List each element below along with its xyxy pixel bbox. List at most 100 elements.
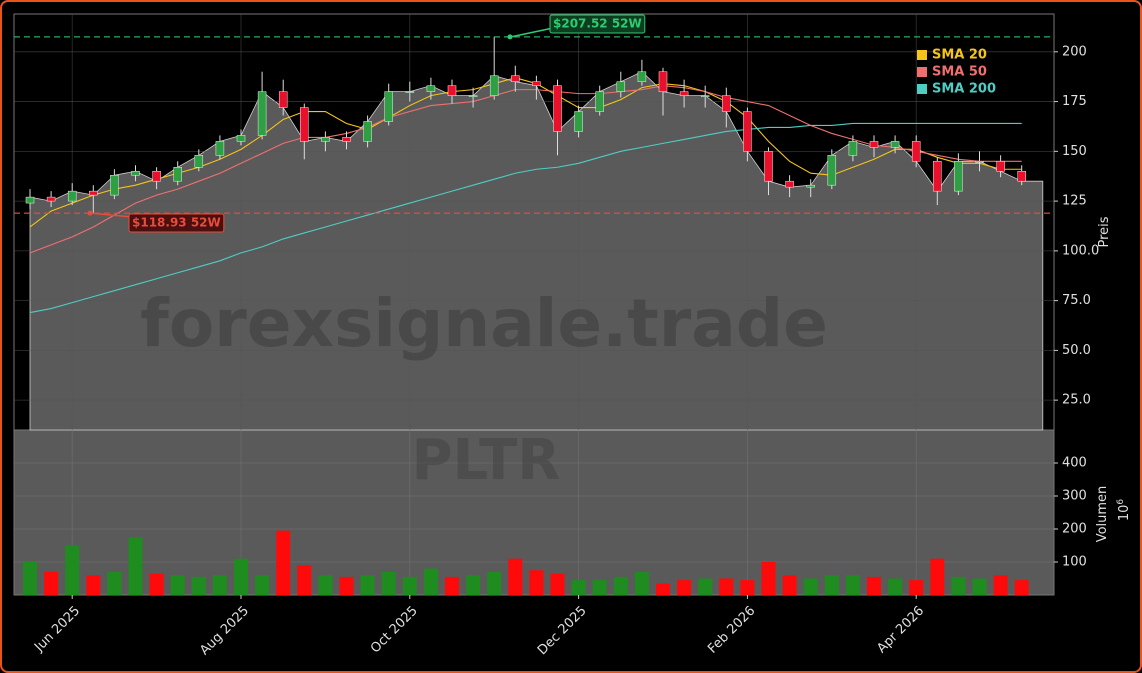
- candle-body: [300, 107, 309, 142]
- volume-bar: [719, 578, 734, 595]
- volume-bar: [1014, 580, 1029, 595]
- volume-bar: [423, 568, 438, 595]
- candle-body: [384, 91, 393, 122]
- volume-bar: [782, 575, 797, 595]
- sma-line: [29, 77, 1022, 228]
- volume-bar: [888, 578, 903, 595]
- candle-body: [954, 161, 963, 192]
- annotation-arrow: [90, 212, 133, 218]
- y-tick-label: 100.0: [1062, 243, 1099, 258]
- annotation-label: $118.93 52W: [132, 216, 221, 230]
- volume-bar: [170, 575, 185, 595]
- y-tick-label: 175: [1062, 94, 1087, 109]
- legend-label: SMA 50: [932, 65, 987, 80]
- candle-body: [278, 91, 288, 108]
- volume-bar: [445, 576, 459, 595]
- volume-bar: [571, 580, 586, 595]
- candle-body: [25, 196, 35, 204]
- candle-body: [89, 190, 98, 196]
- candle-body: [553, 85, 562, 132]
- volume-bar: [149, 573, 164, 595]
- candle-body: [215, 141, 225, 156]
- x-tick-label: Aug 2025: [197, 603, 252, 658]
- volume-panel: [13, 429, 1055, 596]
- volume-bar: [761, 562, 776, 595]
- volume-bar: [972, 578, 987, 595]
- candle-body: [257, 91, 267, 136]
- candle-body: [489, 75, 499, 96]
- x-tick-label: Apr 2026: [874, 603, 927, 656]
- volume-bar: [65, 545, 80, 595]
- y-tick-label: 200: [1062, 44, 1087, 59]
- candle-body: [975, 161, 984, 163]
- candle-body: [110, 174, 119, 196]
- candle-body: [764, 151, 773, 182]
- sma-line: [29, 122, 1022, 314]
- volume-bar: [318, 575, 333, 595]
- volume-bar: [592, 580, 607, 595]
- volume-bar: [23, 562, 37, 595]
- volume-bar: [867, 576, 881, 595]
- candle-body: [447, 85, 457, 96]
- volume-bar: [212, 575, 227, 595]
- volume-bar: [381, 571, 396, 595]
- candle-body: [236, 135, 246, 142]
- annotation-arrowhead: [507, 34, 513, 40]
- legend-label: SMA 20: [932, 48, 987, 63]
- volume-bar: [909, 580, 924, 595]
- volume-tick-label: 200: [1062, 522, 1087, 537]
- volume-bar: [845, 575, 860, 595]
- candle-body: [785, 180, 794, 188]
- legend-swatch: [917, 50, 927, 60]
- volume-bar: [550, 573, 565, 595]
- volume-bar: [951, 576, 966, 595]
- candle-body: [131, 170, 140, 176]
- candle-body: [405, 91, 415, 93]
- annotation-box: [128, 213, 225, 233]
- volume-bar: [677, 580, 692, 595]
- candle-body: [658, 71, 668, 92]
- candle-body: [426, 85, 436, 92]
- candle-body: [46, 196, 56, 202]
- candle-body: [869, 141, 879, 148]
- candle-body: [321, 137, 330, 142]
- volume-bar: [487, 571, 502, 595]
- volume-bar: [339, 576, 354, 595]
- y-tick-label: 75.0: [1062, 293, 1091, 308]
- candle-body: [194, 155, 204, 168]
- scale-base: 10: [1117, 505, 1132, 522]
- volume-bar: [191, 576, 206, 595]
- volume-bar: [993, 575, 1008, 595]
- candle-body: [152, 170, 161, 182]
- volume-bar: [276, 530, 291, 595]
- candle-body: [637, 71, 647, 82]
- legend-swatch: [917, 67, 927, 77]
- volume-bar: [86, 575, 101, 595]
- candle-body: [468, 95, 478, 97]
- candle-body: [679, 91, 689, 96]
- candle-body: [574, 111, 583, 132]
- volume-bar: [466, 575, 481, 595]
- volume-bar: [234, 558, 248, 595]
- y-tick-label: 25.0: [1062, 393, 1091, 408]
- annotation-arrow: [510, 27, 554, 38]
- volume-bar: [803, 578, 818, 595]
- annotation-arrowhead: [87, 210, 93, 216]
- volume-bar: [656, 583, 670, 595]
- candle-body: [911, 141, 921, 162]
- candle-body: [67, 190, 77, 202]
- volume-tick-label: 100: [1062, 555, 1087, 570]
- x-tick-label: Jun 2025: [31, 603, 83, 655]
- candle-body: [743, 111, 752, 152]
- x-tick-label: Oct 2025: [368, 603, 421, 656]
- annotation-box: [549, 14, 646, 34]
- candle-body: [848, 141, 858, 156]
- volume-bar: [255, 575, 270, 595]
- volume-bar: [740, 580, 755, 595]
- volume-bar: [508, 558, 523, 595]
- candle-body: [616, 81, 626, 92]
- volume-bar: [360, 575, 375, 595]
- volume-bar: [107, 571, 122, 595]
- watermark: forexsignale.trade: [140, 285, 828, 362]
